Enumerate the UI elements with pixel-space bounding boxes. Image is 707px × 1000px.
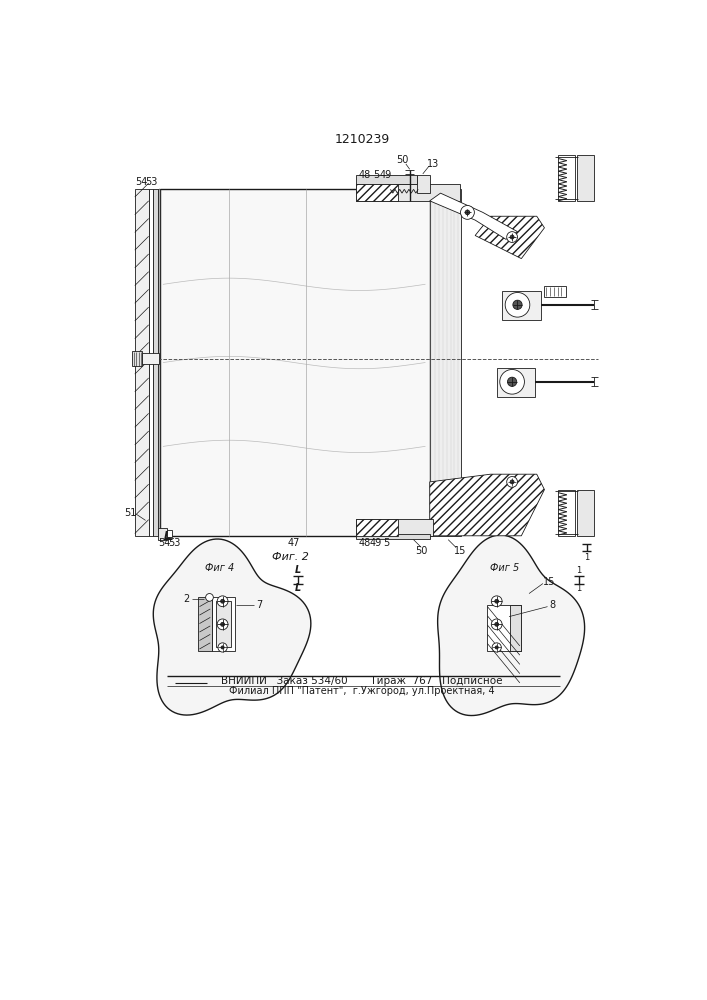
Bar xyxy=(158,528,167,540)
Bar xyxy=(356,184,460,201)
Bar xyxy=(559,490,575,536)
Bar xyxy=(212,597,235,651)
Bar xyxy=(577,155,594,201)
Bar xyxy=(135,189,148,536)
Bar xyxy=(158,189,160,536)
Bar xyxy=(356,519,433,536)
Circle shape xyxy=(500,369,525,394)
Text: L: L xyxy=(295,565,301,575)
Text: 5: 5 xyxy=(383,538,390,548)
Text: 1: 1 xyxy=(584,553,590,562)
Text: 7: 7 xyxy=(257,600,263,610)
Circle shape xyxy=(507,477,518,487)
Text: 51: 51 xyxy=(124,508,136,518)
Bar xyxy=(216,601,231,647)
Bar xyxy=(356,175,417,184)
Text: 54: 54 xyxy=(136,177,148,187)
Text: ВНИИПИ   Заказ 534/60       Тираж  767   Подписное: ВНИИПИ Заказ 534/60 Тираж 767 Подписное xyxy=(221,676,503,686)
Bar xyxy=(417,175,430,193)
Circle shape xyxy=(506,292,530,317)
Circle shape xyxy=(491,596,502,607)
Text: 15: 15 xyxy=(543,577,555,587)
Polygon shape xyxy=(438,535,585,716)
Text: 53: 53 xyxy=(146,177,158,187)
Text: 50: 50 xyxy=(396,155,408,165)
Bar xyxy=(559,155,575,201)
Bar xyxy=(486,605,521,651)
Circle shape xyxy=(513,300,522,309)
Text: 49: 49 xyxy=(380,170,392,180)
Bar xyxy=(356,534,430,539)
Text: 15: 15 xyxy=(454,546,466,556)
Polygon shape xyxy=(356,519,398,536)
Text: Фиг 4: Фиг 4 xyxy=(205,563,234,573)
Text: 47: 47 xyxy=(288,538,300,548)
Polygon shape xyxy=(430,193,518,239)
Circle shape xyxy=(510,235,514,239)
Text: 1: 1 xyxy=(576,584,582,593)
Text: 1: 1 xyxy=(576,566,582,575)
Circle shape xyxy=(460,205,474,219)
Bar xyxy=(502,291,541,320)
Text: 53: 53 xyxy=(169,538,181,548)
Bar xyxy=(198,597,212,651)
Circle shape xyxy=(495,622,498,626)
Bar xyxy=(132,351,141,366)
Text: 8: 8 xyxy=(549,600,555,610)
Bar xyxy=(510,605,521,651)
Text: 50: 50 xyxy=(415,546,428,556)
Bar xyxy=(160,189,430,536)
Text: 5: 5 xyxy=(373,170,379,180)
Bar xyxy=(430,189,460,536)
Polygon shape xyxy=(356,184,398,201)
Text: 49: 49 xyxy=(370,538,382,548)
Circle shape xyxy=(221,599,225,603)
Text: 13: 13 xyxy=(426,159,439,169)
Circle shape xyxy=(510,480,514,484)
Bar xyxy=(577,490,594,536)
Circle shape xyxy=(217,596,228,607)
Text: Филиал ППП "Патент",  г.Ужгород, ул.Проектная, 4: Филиал ППП "Патент", г.Ужгород, ул.Проек… xyxy=(229,686,495,696)
Text: L: L xyxy=(295,583,301,593)
Circle shape xyxy=(218,643,227,652)
Circle shape xyxy=(495,646,498,649)
Text: 1210239: 1210239 xyxy=(334,133,390,146)
Bar xyxy=(544,286,566,297)
Text: 54: 54 xyxy=(158,538,171,548)
Circle shape xyxy=(465,210,469,215)
Bar xyxy=(153,189,158,536)
Bar xyxy=(497,368,535,397)
Circle shape xyxy=(491,619,502,630)
Text: L: L xyxy=(163,531,170,541)
Bar xyxy=(167,530,172,537)
Text: Фиг 5: Фиг 5 xyxy=(490,563,519,573)
Circle shape xyxy=(217,619,228,630)
Text: 48: 48 xyxy=(359,538,371,548)
Text: Фиг. 2: Фиг. 2 xyxy=(272,552,309,562)
Circle shape xyxy=(221,646,224,649)
Text: 48: 48 xyxy=(359,170,371,180)
Circle shape xyxy=(206,594,214,601)
Circle shape xyxy=(221,622,225,626)
Text: 2: 2 xyxy=(183,594,189,604)
Circle shape xyxy=(507,232,518,242)
Polygon shape xyxy=(153,539,311,715)
Bar xyxy=(141,353,158,364)
Polygon shape xyxy=(430,474,544,536)
Circle shape xyxy=(492,643,501,652)
Circle shape xyxy=(495,599,498,603)
Polygon shape xyxy=(475,216,544,259)
Circle shape xyxy=(508,377,517,386)
Bar xyxy=(148,189,153,536)
